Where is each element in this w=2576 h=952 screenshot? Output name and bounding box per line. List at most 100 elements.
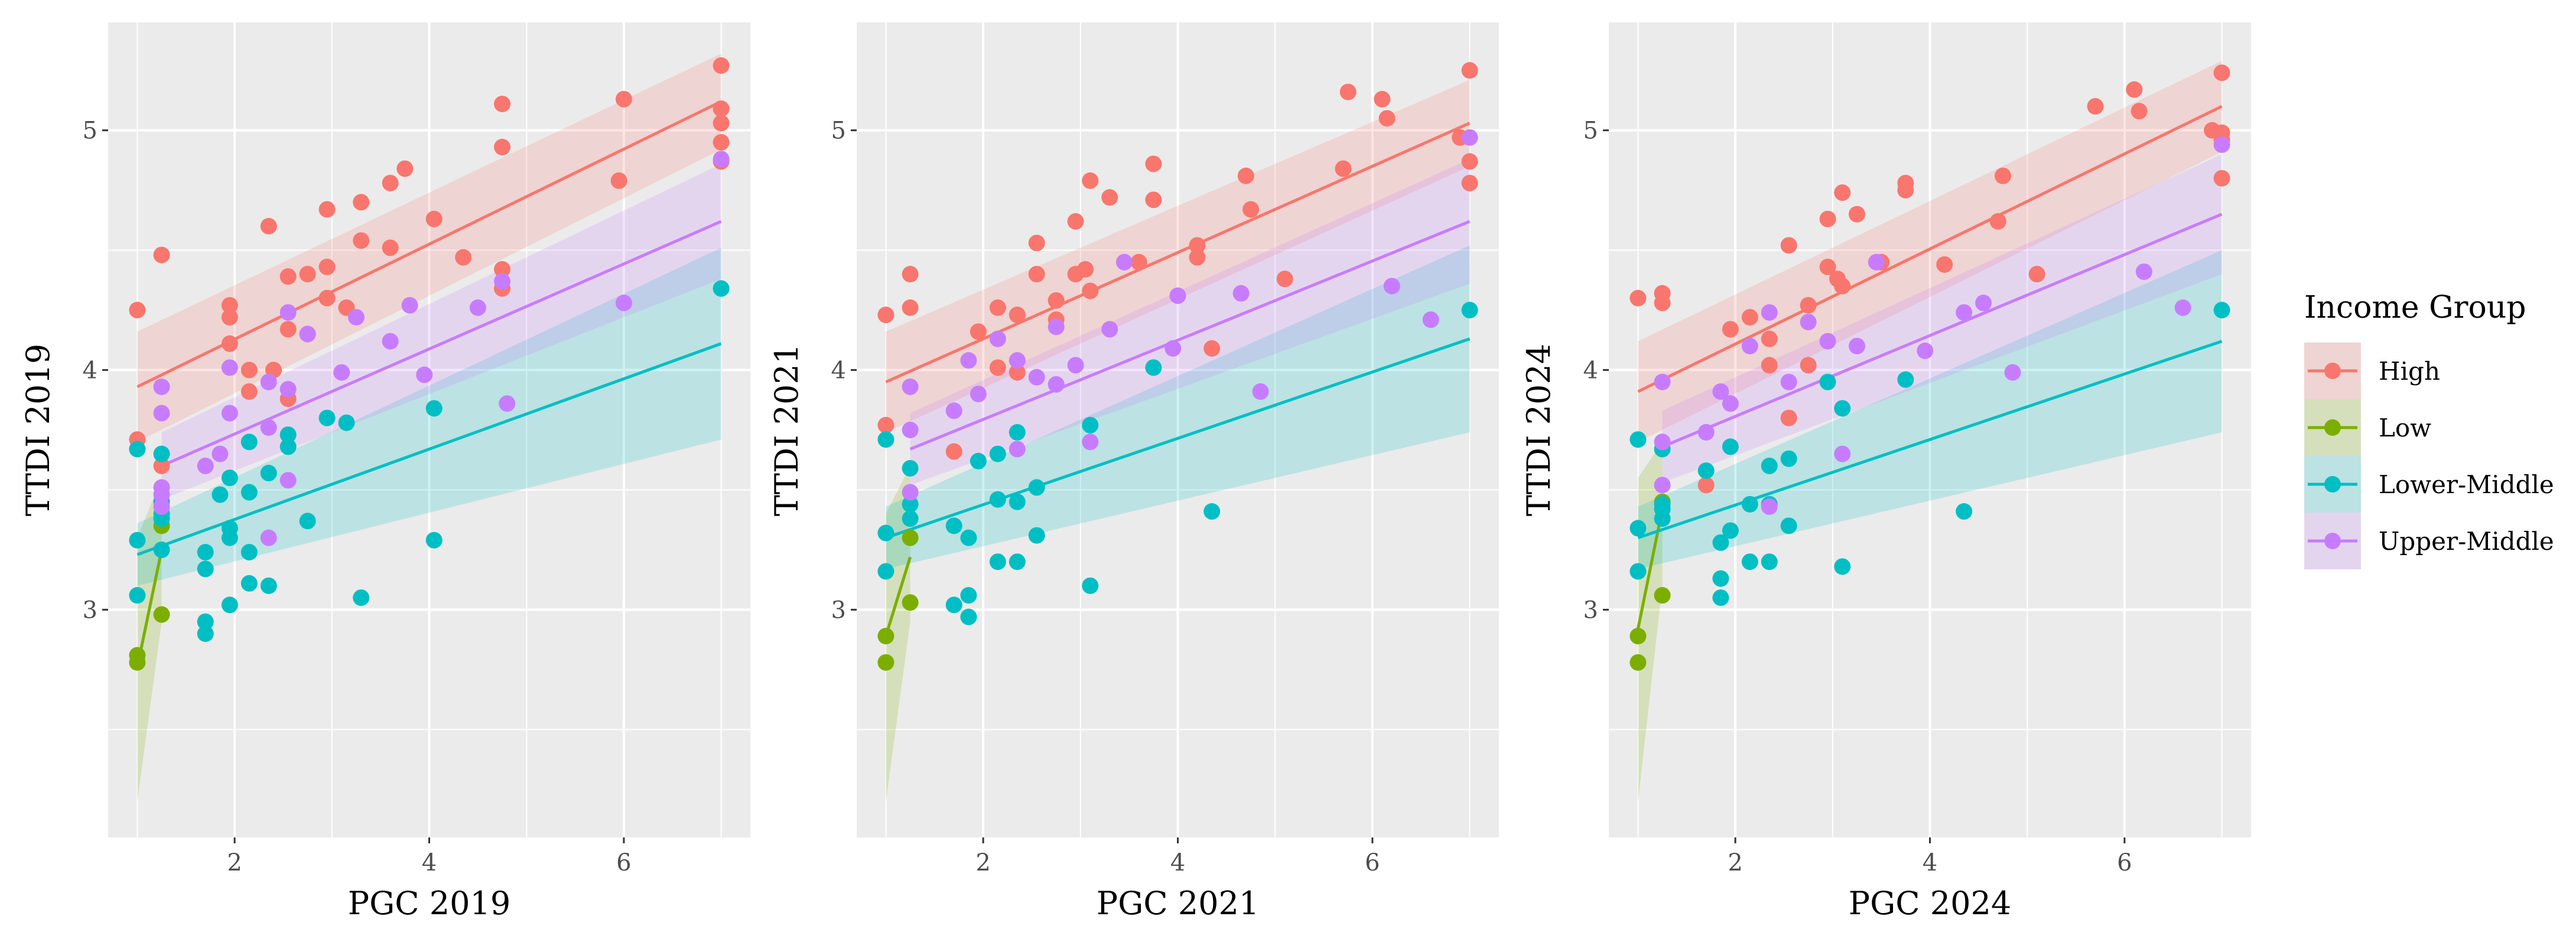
panel-2-point-lower-middle-0 — [877, 431, 895, 448]
panel-1-point-lower-middle-31 — [713, 280, 730, 297]
panel-3-point-upper-middle-2 — [1654, 477, 1671, 494]
panel-3-point-lower-middle-12 — [1722, 438, 1739, 455]
panel-2-point-high-35 — [1461, 153, 1478, 170]
panel-2-fit-line-lower-middle — [885, 337, 1471, 540]
panel-2-point-upper-middle-16 — [1165, 340, 1182, 357]
panel-1-point-high-33 — [713, 57, 730, 74]
panel-3-point-high-7 — [1761, 357, 1778, 374]
panel-1-point-high-9 — [260, 218, 277, 234]
legend-label-lower-middle: Lower-Middle — [2379, 470, 2554, 499]
panel-1-point-upper-middle-1 — [153, 405, 170, 422]
panel-3-tick-label-x-6: 6 — [2117, 849, 2132, 876]
panel-1-point-upper-middle-0 — [153, 378, 170, 395]
panel-1-point-high-35 — [713, 115, 730, 132]
panel-3-fit-line-low — [1636, 508, 1664, 630]
panel-1-point-high-18 — [318, 289, 336, 307]
panel-3-point-upper-middle-7 — [1761, 304, 1778, 321]
panel-3-ribbon-high — [1638, 60, 2222, 442]
panel-1-point-high-34 — [713, 100, 730, 118]
panel-2-point-upper-middle-0 — [902, 378, 919, 395]
panel-1-tick-label-x-2: 2 — [227, 849, 242, 876]
panel-2-point-high-29 — [1335, 160, 1352, 177]
panel-1-point-high-32 — [615, 90, 632, 107]
panel-2-point-upper-middle-4 — [960, 352, 977, 369]
panel-3-point-high-26 — [2126, 81, 2143, 98]
panel-3-point-high-5 — [1741, 309, 1758, 326]
panel-2-point-upper-middle-13 — [1082, 433, 1099, 451]
panel-3-point-low-2 — [1654, 587, 1671, 604]
legend-label-high: High — [2379, 357, 2440, 386]
panel-2-point-lower-middle-1 — [877, 524, 895, 542]
panel-2-point-lower-middle-22 — [1145, 359, 1162, 376]
panel-3-point-upper-middle-10 — [1800, 314, 1817, 331]
panel-1-point-lower-middle-14 — [221, 529, 238, 546]
panel-2-point-low-0 — [877, 628, 895, 645]
panel-3-point-lower-middle-6 — [1654, 500, 1671, 517]
panel-3-point-high-29 — [2213, 64, 2230, 81]
panel-2-tick-label-x-6: 6 — [1365, 849, 1380, 876]
panel-1-point-lower-middle-0 — [129, 441, 146, 458]
panel-2-point-low-2 — [902, 594, 919, 611]
panel-2-point-high-6 — [989, 299, 1006, 316]
panel-2-point-high-20 — [1130, 253, 1147, 270]
panel-3-point-upper-middle-8 — [1761, 498, 1778, 515]
panel-1-point-high-12 — [279, 321, 297, 338]
panel-1: 2 4 6 3 4 5 PGC 2019 TTDI 2019 — [19, 22, 750, 922]
panel-1-point-high-5 — [221, 309, 238, 326]
panel-3-point-upper-middle-14 — [1868, 253, 1885, 270]
panel-1-point-lower-middle-16 — [221, 470, 238, 487]
panel-1-point-lower-middle-7 — [153, 510, 170, 527]
panel-3-point-upper-middle-13 — [1848, 337, 1865, 354]
panel-3-point-upper-middle-17 — [1975, 294, 1992, 311]
panel-2-point-upper-middle-19 — [1252, 383, 1269, 400]
legend-item-upper-middle: Upper-Middle — [2304, 513, 2554, 569]
panel-2-point-lower-middle-14 — [989, 553, 1006, 570]
legend-label-low: Low — [2379, 413, 2431, 442]
panel-2-point-lower-middle-11 — [970, 452, 987, 470]
panel-3-point-lower-middle-8 — [1712, 534, 1729, 551]
panel-3-point-lower-middle-17 — [1761, 553, 1778, 570]
panel-3-fit-line-high — [1637, 105, 2223, 393]
panel-3-point-high-16 — [1834, 278, 1851, 295]
panel-3-point-lower-middle-15 — [1761, 457, 1778, 474]
panel-2-point-high-27 — [1237, 167, 1254, 184]
panel-1-point-upper-middle-13 — [279, 381, 297, 397]
panel-2-tick-label-y-4: 4 — [831, 357, 846, 384]
panel-1-tick-label-x-4: 4 — [422, 849, 437, 876]
panel-3-point-lower-middle-21 — [1834, 400, 1851, 417]
panel-2-point-lower-middle-20 — [1082, 416, 1099, 433]
panel-1-point-upper-middle-11 — [260, 529, 277, 546]
panel-1-ribbon-upper-middle — [161, 164, 721, 500]
panel-2-point-lower-middle-15 — [1009, 424, 1026, 441]
panel-2-point-high-9 — [1009, 364, 1026, 381]
panel-3-point-lower-middle-25 — [2213, 302, 2230, 319]
panel-3-point-upper-middle-1 — [1654, 433, 1671, 451]
panel-3-point-upper-middle-20 — [2174, 299, 2191, 316]
panel-1-point-high-20 — [353, 194, 370, 211]
panel-3-point-lower-middle-9 — [1712, 570, 1729, 587]
panel-2-point-high-8 — [1009, 307, 1026, 324]
panel-1-point-lower-middle-9 — [197, 560, 214, 578]
panel-2-point-high-28 — [1276, 270, 1293, 288]
panel-2-point-high-31 — [1374, 90, 1391, 107]
panel-3-point-lower-middle-22 — [1834, 558, 1851, 575]
panel-2-point-upper-middle-20 — [1383, 278, 1400, 295]
panel-2-point-high-19 — [1101, 189, 1118, 206]
panel-1-point-upper-middle-17 — [347, 309, 365, 326]
panel-3-point-upper-middle-5 — [1722, 395, 1739, 412]
panel-1-point-upper-middle-25 — [713, 151, 730, 168]
panel-2-point-high-0 — [877, 307, 895, 324]
panel-2-point-lower-middle-6 — [945, 517, 962, 534]
panel-3-point-high-4 — [1722, 321, 1739, 338]
panel-3-point-high-0 — [1629, 289, 1647, 307]
panel-2-point-high-36 — [1461, 174, 1478, 191]
panel-2-point-lower-middle-18 — [1028, 479, 1045, 496]
panel-3-fit-line-upper-middle — [1661, 213, 2223, 448]
panel-1-point-upper-middle-15 — [299, 325, 316, 343]
panel-3-point-lower-middle-13 — [1741, 495, 1758, 513]
panel-2-fit-line-low — [884, 556, 912, 637]
panel-2-point-upper-middle-2 — [902, 484, 919, 501]
panel-3-point-high-22 — [1995, 167, 2012, 184]
panel-1-point-lower-middle-10 — [197, 613, 214, 630]
